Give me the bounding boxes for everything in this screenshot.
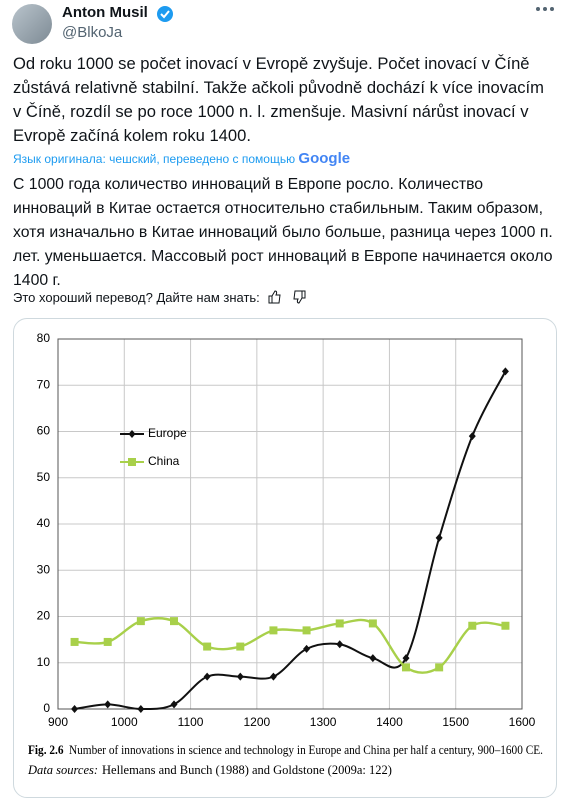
- point: [236, 642, 245, 651]
- author-name[interactable]: Anton Musil: [62, 4, 148, 21]
- point: [104, 700, 112, 709]
- point: [435, 663, 444, 672]
- point: [71, 705, 79, 713]
- point: [170, 700, 178, 709]
- author-handle[interactable]: @BlkoJa: [62, 24, 123, 41]
- point: [203, 672, 211, 681]
- plot-frame: [57, 338, 523, 710]
- x-tick-label: 1100: [178, 715, 204, 729]
- point: [303, 644, 311, 653]
- caption: Fig. 2.6 Number of innovations in science…: [28, 743, 543, 757]
- point: [269, 626, 278, 635]
- point: [137, 705, 145, 713]
- x-tick-label: 1500: [442, 715, 469, 729]
- legend-label: Europe: [148, 426, 187, 440]
- point: [402, 654, 410, 663]
- source: Data sources: Hellemans and Bunch (1988) …: [27, 763, 392, 777]
- y-tick-label: 50: [37, 470, 51, 484]
- point: [369, 654, 377, 663]
- point: [501, 621, 510, 630]
- caption-text: Number of innovations in science and tec…: [69, 743, 543, 757]
- point: [103, 637, 112, 646]
- source-text: Hellemans and Bunch (1988) and Goldstone…: [102, 763, 392, 777]
- figure-label: Fig. 2.6: [28, 743, 64, 757]
- chart: 0 10 20 30 40 50 60 70 80 900 1000 1100 1200 1300 1400…: [27, 331, 543, 777]
- feedback: Это хороший перевод? Дайте нам знать:: [13, 290, 307, 305]
- source-label: Data sources:: [27, 763, 98, 777]
- translator[interactable]: Google: [298, 150, 351, 167]
- translated-text: С 1000 года количество инноваций в Европ…: [13, 176, 553, 289]
- y-tick-label: 30: [37, 562, 51, 576]
- x-tick-label: 1600: [509, 715, 536, 729]
- y-tick-label: 40: [37, 516, 51, 530]
- point: [435, 533, 443, 542]
- series-line: [74, 370, 507, 711]
- y-tick-label: 60: [37, 424, 51, 438]
- x-tick-label: 1400: [376, 715, 403, 729]
- verified-badge: [157, 6, 173, 22]
- note-text: Язык оригинала: чешский, переведено с по…: [13, 152, 296, 166]
- x-tick-label: 1300: [310, 715, 337, 729]
- x-tick-label: 1000: [111, 715, 138, 729]
- y-tick-label: 0: [43, 701, 50, 715]
- y-tick-label: 70: [37, 377, 51, 391]
- point: [468, 621, 477, 630]
- point: [236, 672, 244, 681]
- tweet-text: Od roku 1000 se počet inovací v Evropě z…: [13, 54, 544, 145]
- more-button[interactable]: [535, 6, 555, 12]
- point: [402, 663, 410, 672]
- feedback-buttons[interactable]: [267, 290, 307, 304]
- legend-marker: [128, 458, 136, 466]
- point: [368, 619, 377, 628]
- point: [336, 640, 344, 649]
- point: [170, 617, 178, 626]
- point: [136, 617, 145, 626]
- y-tick-label: 10: [37, 655, 51, 669]
- legend-label: China: [148, 454, 180, 468]
- y-tick-label: 20: [37, 609, 51, 623]
- point: [203, 642, 212, 651]
- point: [501, 367, 509, 376]
- point: [70, 637, 79, 646]
- x-tick-label: 1200: [244, 715, 271, 729]
- point: [302, 626, 311, 635]
- translation-note: Язык оригинала: чешский, переведено с по…: [13, 150, 350, 167]
- feedback-text: Это хороший перевод? Дайте нам знать:: [13, 290, 260, 305]
- avatar[interactable]: [12, 4, 52, 44]
- x-tick-label: 900: [48, 715, 68, 729]
- point: [335, 619, 344, 628]
- point: [468, 432, 476, 441]
- chart-image[interactable]: 0 10 20 30 40 50 60 70 80 900 1000 1100 1200 1300 1400…: [13, 318, 557, 798]
- point: [269, 672, 277, 681]
- legend-marker: [128, 430, 136, 438]
- y-tick-label: 80: [37, 331, 51, 345]
